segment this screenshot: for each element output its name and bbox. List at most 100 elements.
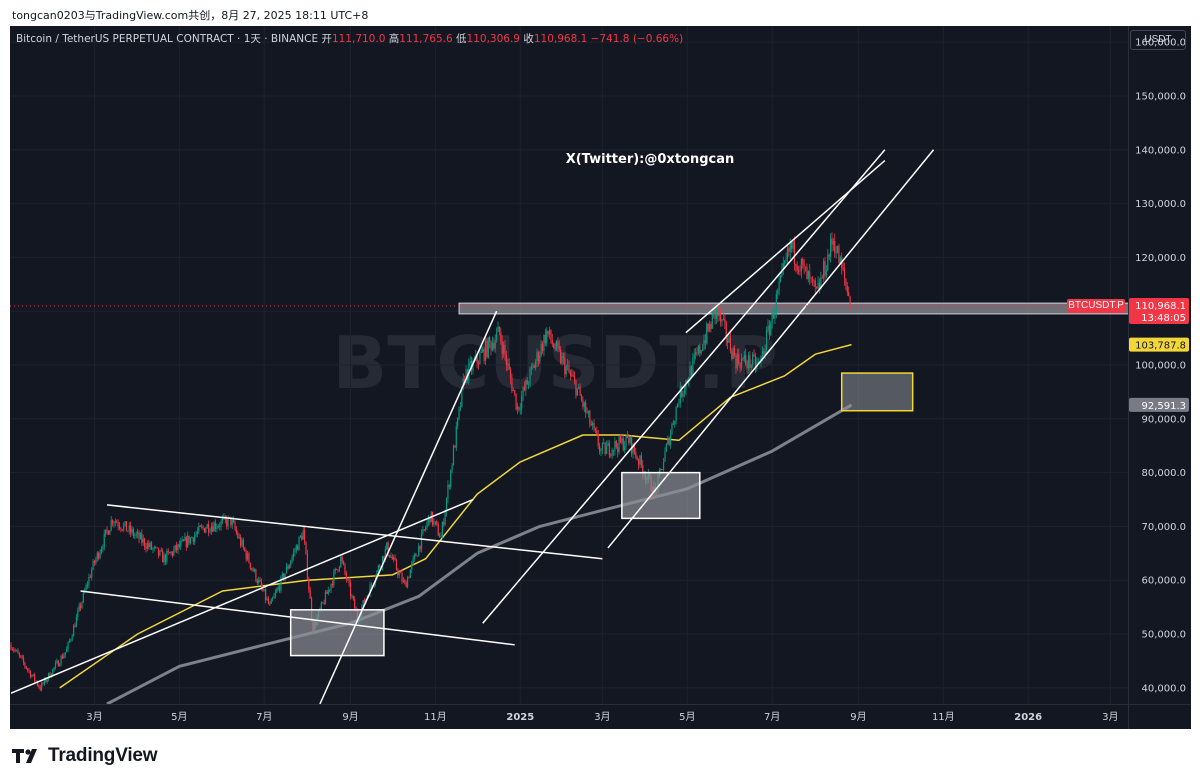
- candle-body: [589, 410, 591, 425]
- candle-body: [809, 271, 811, 278]
- candle-body: [231, 519, 233, 526]
- candle-body: [419, 545, 421, 550]
- candle-body: [614, 441, 616, 451]
- candle-body: [850, 307, 853, 309]
- candle-body: [484, 340, 487, 361]
- candle-body: [682, 393, 684, 397]
- candle-body: [533, 365, 535, 368]
- candle-body: [34, 674, 36, 681]
- candle-body: [445, 498, 448, 513]
- candle-body: [629, 436, 631, 443]
- candle-body: [497, 326, 499, 332]
- time-tick-label: 2025: [506, 712, 534, 723]
- candle-body: [163, 554, 165, 563]
- candle-body: [818, 282, 821, 290]
- candle-body: [633, 443, 635, 453]
- chart-pane[interactable]: BTCUSDT.P X(Twitter):@0xtongcan Bitcoin …: [10, 26, 1128, 728]
- candle-body: [278, 586, 281, 591]
- candle-body: [480, 351, 482, 353]
- candle-body: [194, 535, 196, 542]
- candle-body: [29, 670, 32, 678]
- candle-body: [701, 349, 704, 351]
- price-axis-canvas: 40,000.0 50,000.0 60,000.0 70,000.0 80,000.0…: [1129, 38, 1189, 694]
- candle-body: [500, 332, 502, 342]
- candle-body: [707, 323, 709, 331]
- candle-body: [406, 577, 409, 588]
- candle-body: [792, 241, 794, 249]
- candle-body: [635, 452, 637, 458]
- candle-body: [114, 521, 116, 523]
- candle-body: [440, 536, 442, 538]
- low-label: 低: [456, 33, 467, 45]
- candle-body: [132, 529, 135, 537]
- trendline: [80, 590, 515, 646]
- price-tick-label: 70,000.0: [1141, 522, 1186, 533]
- currency-unit-button[interactable]: USDT: [1130, 30, 1186, 50]
- resistance-zone: [458, 302, 1128, 315]
- candle-body: [543, 334, 545, 351]
- candle-body: [28, 669, 30, 671]
- time-axis[interactable]: 3月 5月 7月 9月 11月 2025 3月 5月 7月 9月 11月 2026 3月: [10, 704, 1128, 729]
- candle-body: [764, 349, 766, 355]
- candle-body: [501, 341, 503, 354]
- candle-body: [415, 554, 417, 557]
- candle-body: [253, 569, 256, 572]
- candle-body: [678, 403, 680, 405]
- candle-body: [405, 582, 407, 588]
- candle-body: [42, 683, 44, 684]
- candle-body: [683, 389, 686, 394]
- candle-body: [733, 348, 736, 356]
- candle-body: [149, 542, 151, 547]
- candle-body: [692, 357, 694, 376]
- candle-body: [784, 261, 786, 264]
- candle-body: [96, 552, 98, 559]
- candle-body: [771, 310, 773, 324]
- price-tick-label: 50,000.0: [1141, 630, 1186, 641]
- time-tick-label: 3月: [594, 711, 610, 723]
- candle-body: [252, 568, 254, 572]
- candle-body: [138, 532, 140, 540]
- candle-body: [462, 378, 464, 387]
- candle-body: [441, 522, 443, 537]
- candle-body: [777, 291, 779, 294]
- candle-body: [370, 584, 372, 586]
- candle-body: [212, 526, 214, 532]
- ma-yellow-tag-value: 103,787.8: [1135, 341, 1186, 352]
- tradingview-logo[interactable]: TradingView: [12, 744, 158, 768]
- candle-body: [626, 435, 629, 439]
- candle-body: [249, 562, 251, 569]
- candle-body: [454, 446, 456, 448]
- candle-body: [220, 520, 222, 527]
- candle-body: [587, 410, 590, 413]
- chart-canvas[interactable]: BTCUSDT.P X(Twitter):@0xtongcan: [10, 26, 1128, 728]
- candle-body: [761, 351, 764, 357]
- candle-body: [544, 334, 546, 344]
- candle-body: [631, 436, 633, 454]
- candle-body: [130, 525, 132, 533]
- candle-body: [610, 455, 612, 457]
- time-axis-canvas: 3月 5月 7月 9月 11月 2025 3月 5月 7月 9月 11月 2026 3月: [86, 711, 1118, 723]
- candle-body: [553, 344, 555, 348]
- candle-body: [46, 679, 48, 682]
- candle-body: [603, 442, 605, 444]
- candle-body: [457, 417, 459, 426]
- ma-yellow-tag: 103,787.8: [1129, 337, 1189, 352]
- candle-body: [469, 361, 471, 363]
- price-axis[interactable]: 40,000.0 50,000.0 60,000.0 70,000.0 80,000.0…: [1128, 26, 1191, 704]
- candle-body: [714, 312, 716, 319]
- instrument-name: Bitcoin / TetherUS PERPETUAL CONTRACT · …: [16, 33, 319, 45]
- candle-body: [750, 365, 752, 368]
- candle-body: [739, 363, 741, 369]
- candle-body: [390, 556, 392, 558]
- last-price-tag-price: 110,968.1: [1135, 301, 1186, 312]
- candle-body: [681, 386, 683, 397]
- candle-body: [395, 560, 398, 570]
- candle-body: [690, 366, 693, 376]
- candle-body: [669, 433, 672, 445]
- candle-body: [71, 636, 73, 640]
- price-tick-label: 40,000.0: [1141, 683, 1186, 694]
- candle-body: [128, 525, 130, 531]
- candle-body: [227, 517, 229, 527]
- candle-body: [73, 625, 75, 637]
- candle-body: [244, 547, 246, 551]
